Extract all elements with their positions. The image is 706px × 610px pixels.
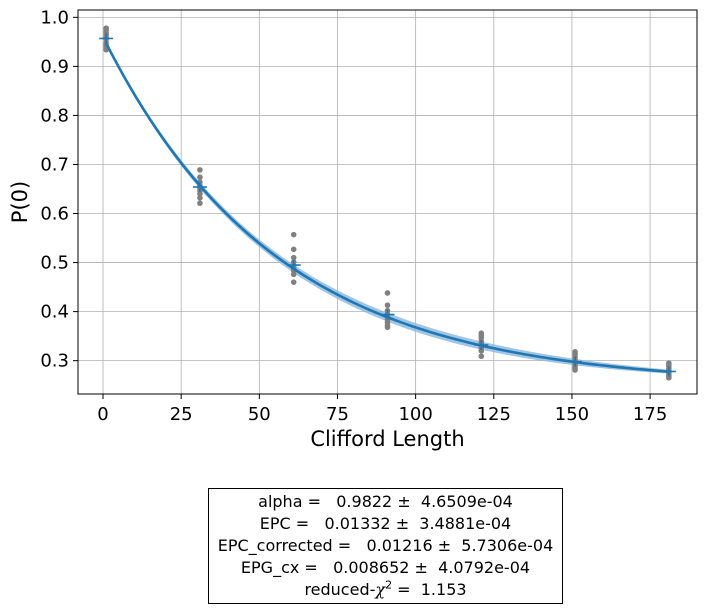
sample-point [290, 231, 297, 238]
y-tick-label: 0.6 [40, 204, 69, 225]
epg-cx-result: EPG_cx = 0.008652 ± 4.0792e-04 [240, 558, 531, 577]
sample-point [478, 353, 485, 360]
x-tick-label: 50 [248, 404, 271, 425]
x-tick-label: 25 [170, 404, 193, 425]
y-tick-label: 0.3 [40, 351, 69, 372]
x-axis-ticks: 0 25 50 75 100 125 150 175 [97, 394, 667, 425]
sample-point [197, 167, 203, 173]
y-tick-label: 0.9 [40, 56, 69, 77]
x-tick-label: 100 [398, 404, 432, 425]
sample-point [290, 246, 297, 253]
y-tick-label: 0.5 [40, 253, 69, 274]
x-tick-label: 0 [97, 404, 108, 425]
sample-point [290, 279, 297, 285]
x-tick-label: 75 [326, 404, 349, 425]
reduced-chi-value: = 1.153 [392, 580, 467, 599]
mean-marker [99, 33, 114, 44]
plot-frame [77, 9, 698, 395]
y-tick-label: 1.0 [40, 7, 69, 28]
sample-point [197, 195, 203, 201]
mean-marker [286, 260, 301, 271]
sample-point [384, 324, 391, 331]
reduced-chi-squared-result: reduced-χ2 = 1.153 [209, 579, 562, 601]
y-tick-label: 0.8 [40, 105, 69, 126]
mean-marker [192, 182, 207, 193]
reduced-chi-prefix: reduced- [304, 580, 376, 599]
epc-corrected-result: EPC_corrected = 0.01216 ± 5.7306e-04 [217, 536, 554, 555]
x-axis-label: Clifford Length [310, 427, 464, 451]
x-tick-label: 150 [555, 404, 589, 425]
grid-lines [78, 10, 697, 394]
sample-point [384, 290, 391, 296]
chi-symbol: χ [375, 580, 386, 599]
alpha-result: alpha = 0.9822 ± 4.6509e-04 [258, 492, 513, 511]
y-tick-label: 0.7 [40, 154, 69, 175]
y-axis-label: P(0) [8, 181, 32, 223]
sample-point [290, 254, 297, 261]
y-axis-ticks: 0.3 0.4 0.5 0.6 0.7 0.8 0.9 1.0 [40, 7, 78, 372]
sample-point [290, 271, 297, 278]
sample-point [384, 302, 391, 309]
rb-chart: 0 25 50 75 100 125 150 175 0.30.40.50.60.70.80.… [8, 7, 698, 451]
mean-marker [474, 339, 489, 350]
fit-results-box: alpha = 0.9822 ± 4.6509e-04 EPC = 0.0133… [208, 488, 563, 604]
y-tick-label: 0.4 [40, 302, 69, 323]
sample-point [478, 348, 485, 354]
sample-point [572, 367, 578, 373]
mean-marker [380, 309, 395, 320]
mean-markers [99, 33, 676, 377]
mean-marker [661, 366, 676, 377]
epc-result: EPC = 0.01332 ± 3.4881e-04 [259, 514, 512, 533]
mean-marker [568, 356, 583, 367]
sample-point [666, 375, 672, 381]
x-tick-label: 175 [633, 404, 667, 425]
sample-points [103, 25, 672, 381]
sample-point [197, 191, 203, 197]
x-tick-label: 125 [477, 404, 511, 425]
chi-exponent: 2 [385, 578, 393, 592]
sample-point [197, 174, 203, 181]
sample-point [197, 200, 203, 207]
